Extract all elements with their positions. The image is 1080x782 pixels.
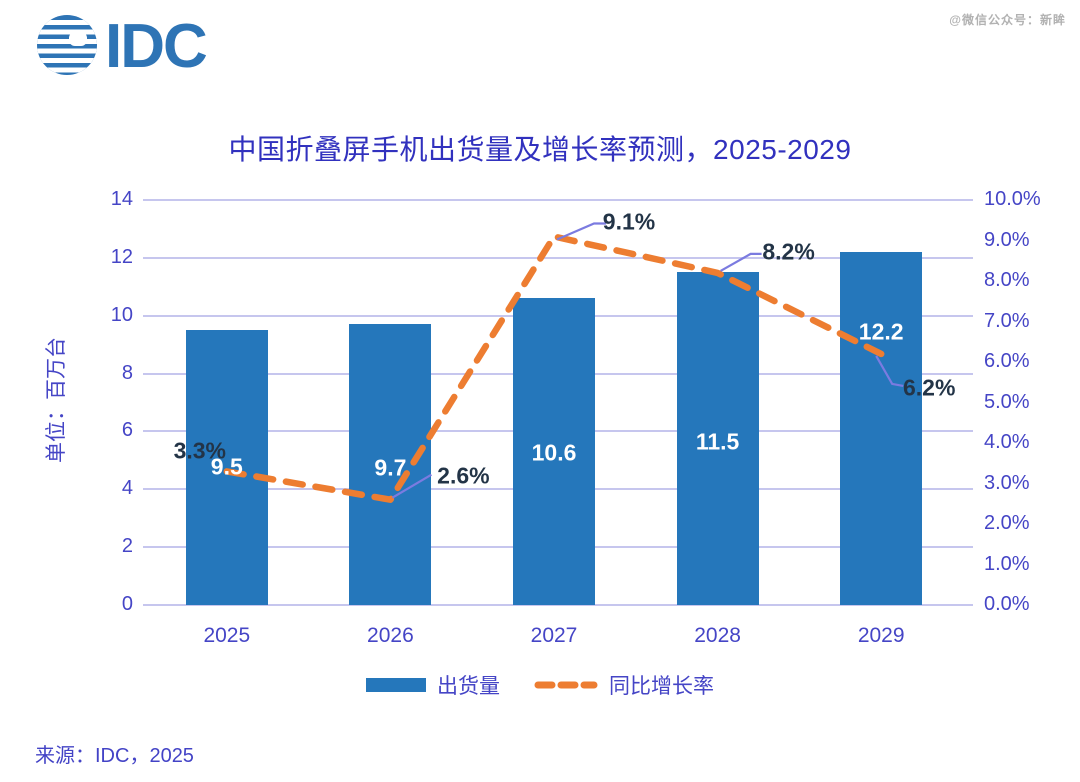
x-axis-label: 2028 bbox=[694, 624, 741, 647]
x-axis-label: 2025 bbox=[203, 624, 251, 647]
right-axis-tick: 7.0% bbox=[984, 309, 1030, 332]
gridline bbox=[143, 604, 973, 606]
right-axis-tick: 8.0% bbox=[984, 269, 1030, 291]
growth-point-label: 8.2% bbox=[762, 238, 815, 265]
shipments-bar bbox=[349, 324, 432, 605]
left-axis-tick: 6 bbox=[121, 419, 133, 442]
left-axis-tick: 8 bbox=[121, 361, 133, 384]
left-axis-tick: 12 bbox=[110, 245, 133, 268]
source-note: 来源：IDC，2025 bbox=[35, 745, 194, 767]
right-axis-tick: 9.0% bbox=[984, 228, 1030, 251]
right-axis-tick: 3.0% bbox=[984, 471, 1030, 494]
legend-swatch-dashed-line-icon bbox=[534, 681, 598, 689]
bar-value-label: 9.5 bbox=[210, 453, 243, 480]
legend-swatch-bar-icon bbox=[366, 678, 426, 692]
idc-logo-text: IDC bbox=[105, 12, 207, 80]
left-axis-tick: 4 bbox=[121, 477, 133, 500]
left-axis-tick: 2 bbox=[121, 535, 133, 558]
shipments-bar bbox=[185, 330, 268, 605]
left-axis-tick: 10 bbox=[110, 303, 133, 326]
bar-value-label: 11.5 bbox=[695, 428, 740, 455]
left-axis-tick: 0 bbox=[121, 593, 133, 615]
x-axis-label: 2029 bbox=[857, 624, 905, 647]
x-axis-label: 2026 bbox=[367, 624, 414, 647]
leader-line bbox=[875, 355, 904, 387]
right-axis-tick: 5.0% bbox=[984, 390, 1030, 413]
shipments-bar bbox=[513, 298, 595, 605]
chart-title: 中国折叠屏手机出货量及增长率预测，2025-2029 bbox=[228, 134, 852, 165]
bar-value-label: 9.7 bbox=[374, 454, 407, 481]
chart-legend: 出货量 同比增长率 bbox=[366, 670, 714, 700]
shipments-bar bbox=[840, 252, 923, 605]
leader-line bbox=[720, 252, 762, 272]
right-axis-tick: 6.0% bbox=[984, 350, 1030, 372]
right-axis-tick: 1.0% bbox=[984, 552, 1030, 575]
right-axis-tick: 10.0% bbox=[984, 188, 1041, 210]
growth-point-label: 3.3% bbox=[173, 437, 227, 464]
leader-line bbox=[391, 473, 432, 499]
growth-point-label: 9.1% bbox=[602, 208, 656, 235]
gridline bbox=[143, 199, 973, 201]
x-axis-label: 2027 bbox=[530, 624, 578, 647]
gridline bbox=[143, 256, 973, 259]
shipments-bar bbox=[676, 272, 759, 605]
legend-label: 出货量 bbox=[437, 675, 500, 698]
legend-item: 出货量 bbox=[366, 670, 500, 700]
growth-point-label: 2.6% bbox=[437, 462, 490, 489]
bar-value-label: 12.2 bbox=[858, 318, 904, 345]
left-axis-tick: 14 bbox=[110, 188, 133, 210]
growth-point-label: 6.2% bbox=[902, 374, 956, 401]
watermark-text: @微信公众号：新眸 bbox=[949, 13, 1066, 27]
legend-item: 同比增长率 bbox=[534, 670, 714, 700]
growth-line bbox=[223, 233, 885, 503]
legend-label: 同比增长率 bbox=[609, 675, 714, 698]
right-axis-tick: 2.0% bbox=[984, 512, 1030, 534]
leader-line bbox=[556, 222, 606, 241]
right-axis-tick: 0.0% bbox=[984, 593, 1030, 615]
right-axis-tick: 4.0% bbox=[984, 431, 1030, 453]
idc-logo: IDC bbox=[37, 12, 209, 80]
bar-value-label: 10.6 bbox=[531, 439, 577, 466]
